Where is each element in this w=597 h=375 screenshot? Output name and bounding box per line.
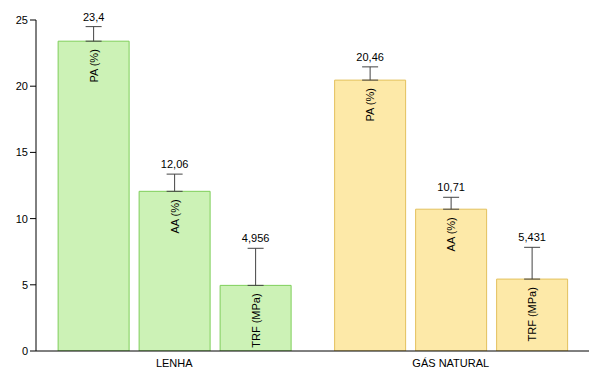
svg-text:GÁS NATURAL: GÁS NATURAL <box>412 357 489 369</box>
svg-text:PA (%): PA (%) <box>364 88 376 121</box>
svg-text:TRF (MPa): TRF (MPa) <box>250 293 262 347</box>
svg-text:TRF (MPa): TRF (MPa) <box>526 287 538 341</box>
svg-text:15: 15 <box>16 146 28 158</box>
svg-text:10,71: 10,71 <box>437 181 465 193</box>
svg-text:25: 25 <box>16 14 28 26</box>
svg-text:12,06: 12,06 <box>161 158 189 170</box>
svg-text:AA (%): AA (%) <box>445 217 457 251</box>
svg-text:23,4: 23,4 <box>83 11 104 23</box>
svg-text:20,46: 20,46 <box>356 51 384 63</box>
svg-text:5: 5 <box>22 279 28 291</box>
svg-text:AA (%): AA (%) <box>169 199 181 233</box>
svg-text:10: 10 <box>16 213 28 225</box>
svg-text:PA (%): PA (%) <box>88 49 100 82</box>
svg-text:4,956: 4,956 <box>242 232 270 244</box>
svg-text:20: 20 <box>16 80 28 92</box>
svg-text:LENHA: LENHA <box>156 357 193 369</box>
svg-text:5,431: 5,431 <box>518 231 546 243</box>
svg-text:0: 0 <box>22 345 28 357</box>
